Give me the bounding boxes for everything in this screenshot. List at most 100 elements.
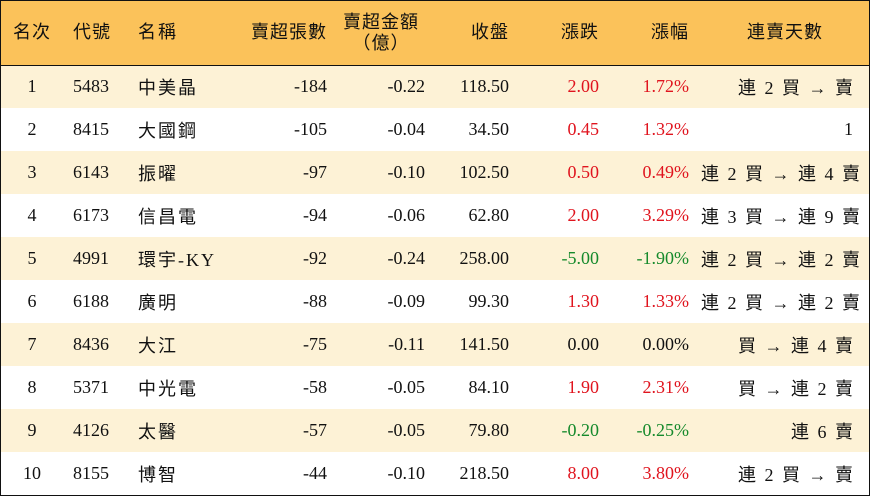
stock-code-cell: 8415	[73, 119, 109, 139]
header-name: 名稱	[138, 22, 178, 43]
net-sell-lots-cell: -105	[294, 119, 327, 139]
stock-name-cell: 太醫	[138, 421, 178, 442]
rank-cell: 9	[27, 420, 37, 440]
price-change-cell: 8.00	[567, 463, 600, 483]
rank-cell: 4	[27, 205, 37, 225]
net-sell-lots-cell: -58	[303, 377, 327, 397]
net-sell-lots-cell: -92	[303, 248, 327, 268]
sell-streak-cell: 連 2 買 → 連 2 賣	[701, 249, 862, 270]
price-change-cell: 1.90	[567, 377, 600, 397]
net-sell-lots-cell: -44	[303, 463, 327, 483]
net-sell-amount-cell: -0.11	[388, 334, 425, 354]
header-net-sell-amount-line1: 賣超金額	[343, 11, 419, 32]
header-net-sell-amount: 賣超金額 （億）	[331, 1, 431, 65]
net-sell-amount-cell: -0.24	[387, 248, 426, 268]
sell-streak-cell: 連 2 買 → 賣	[738, 77, 855, 98]
rank-cell: 7	[27, 334, 37, 354]
header-net-sell-amount-line2: （億）	[352, 32, 410, 53]
table-header-row: 名次 代號 名稱 賣超張數 賣超金額 （億） 收盤 漲跌 漲幅 連賣天數	[1, 1, 869, 65]
sell-streak-cell: 連 2 買 → 連 4 賣	[701, 163, 862, 184]
net-sell-lots-cell: -97	[303, 162, 327, 182]
sell-streak-cell: 連 2 買 → 連 2 賣	[701, 292, 862, 313]
stock-name-cell: 大國鋼	[138, 120, 198, 141]
close-price-cell: 79.80	[468, 420, 510, 440]
stock-name-cell: 大江	[138, 335, 178, 356]
table-row[interactable]: 5 4991 環宇-KY -92 -0.24 258.00 -5.00 -1.90% 連 2 買…	[1, 237, 869, 280]
header-change-pct: 漲幅	[651, 22, 689, 43]
rank-cell: 8	[27, 377, 37, 397]
header-change: 漲跌	[561, 22, 599, 43]
header-streak: 連賣天數	[747, 22, 823, 43]
stock-name-cell: 廣明	[138, 292, 178, 313]
price-change-pct-cell: 0.00%	[642, 334, 690, 354]
net-sell-amount-cell: -0.05	[387, 420, 426, 440]
stock-code-cell: 5371	[73, 377, 109, 397]
sell-streak-cell: 連 3 買 → 連 9 賣	[701, 206, 862, 227]
rank-cell: 5	[27, 248, 37, 268]
sell-streak-cell: 買 → 連 2 賣	[738, 378, 855, 399]
table-row[interactable]: 4 6173 信昌電 -94 -0.06 62.80 2.00 3.29% 連 3 買 → 連 …	[1, 194, 869, 237]
stock-code-cell: 4126	[73, 420, 109, 440]
stock-name-cell: 博智	[138, 464, 178, 485]
close-price-cell: 141.50	[459, 334, 510, 354]
price-change-cell: 0.00	[567, 334, 600, 354]
table-row[interactable]: 7 8436 大江 -75 -0.11 141.50 0.00 0.00% 買 → 連 4 賣	[1, 323, 869, 366]
sell-streak-cell: 連 6 賣	[791, 421, 855, 442]
net-sell-lots-cell: -94	[303, 205, 327, 225]
price-change-cell: -0.20	[561, 420, 600, 440]
table-row[interactable]: 9 4126 太醫 -57 -0.05 79.80 -0.20 -0.25% 連 6 賣	[1, 409, 869, 452]
net-sell-lots-cell: -57	[303, 420, 327, 440]
price-change-pct-cell: 1.72%	[642, 76, 690, 97]
net-sell-lots-cell: -184	[294, 76, 327, 97]
sell-streak-cell: 連 2 買 → 賣	[738, 464, 855, 485]
stock-name-cell: 環宇-KY	[138, 249, 216, 270]
stock-code-cell: 8155	[73, 463, 109, 483]
rank-cell: 2	[27, 119, 37, 139]
price-change-pct-cell: 1.33%	[642, 291, 690, 311]
stock-name-cell: 信昌電	[138, 206, 198, 227]
net-sell-amount-cell: -0.10	[387, 162, 426, 182]
net-sell-amount-cell: -0.09	[387, 291, 426, 311]
net-sell-amount-cell: -0.22	[387, 76, 426, 97]
sell-streak-cell: 1	[844, 119, 855, 139]
table-row[interactable]: 10 8155 博智 -44 -0.10 218.50 8.00 3.80% 連 2 買 → 賣	[1, 452, 869, 495]
table-row[interactable]: 8 5371 中光電 -58 -0.05 84.10 1.90 2.31% 買 → 連 2 賣	[1, 366, 869, 409]
table-row[interactable]: 2 8415 大國鋼 -105 -0.04 34.50 0.45 1.32% 1	[1, 108, 869, 151]
stock-code-cell: 6188	[73, 291, 109, 311]
close-price-cell: 218.50	[459, 463, 510, 483]
close-price-cell: 258.00	[459, 248, 510, 268]
header-rank: 名次	[13, 22, 51, 43]
table-row[interactable]: 3 6143 振曜 -97 -0.10 102.50 0.50 0.49% 連 2 買 → 連 …	[1, 151, 869, 194]
rank-cell: 6	[27, 291, 37, 311]
net-sell-lots-cell: -88	[303, 291, 327, 311]
price-change-pct-cell: -1.90%	[636, 248, 690, 268]
stock-name-cell: 振曜	[138, 163, 178, 184]
table-row[interactable]: 1 5483 中美晶 -184 -0.22 118.50 2.00 1.72% 連 2 買 → …	[1, 65, 869, 108]
net-sell-amount-cell: -0.05	[387, 377, 426, 397]
sell-streak-cell: 買 → 連 4 賣	[738, 335, 855, 356]
price-change-pct-cell: 2.31%	[642, 377, 690, 397]
price-change-pct-cell: 1.32%	[642, 119, 690, 139]
stock-code-cell: 6173	[73, 205, 109, 225]
stock-name-cell: 中美晶	[138, 77, 198, 98]
price-change-cell: 1.30	[567, 291, 600, 311]
stock-code-cell: 5483	[73, 76, 109, 97]
price-change-pct-cell: 3.80%	[642, 463, 690, 483]
rank-cell: 1	[27, 76, 37, 97]
stock-code-cell: 8436	[73, 334, 109, 354]
stock-name-cell: 中光電	[138, 378, 198, 399]
net-sell-amount-cell: -0.10	[387, 463, 426, 483]
price-change-cell: -5.00	[561, 248, 600, 268]
rank-cell: 3	[27, 162, 37, 182]
price-change-cell: 0.45	[567, 119, 600, 139]
close-price-cell: 84.10	[468, 377, 510, 397]
price-change-pct-cell: 0.49%	[642, 162, 690, 182]
price-change-pct-cell: 3.29%	[642, 205, 690, 225]
stock-code-cell: 4991	[73, 248, 109, 268]
close-price-cell: 118.50	[460, 76, 509, 97]
table-row[interactable]: 6 6188 廣明 -88 -0.09 99.30 1.30 1.33% 連 2 買 → 連 2…	[1, 280, 869, 323]
price-change-cell: 2.00	[567, 76, 600, 97]
header-net-sell-lots: 賣超張數	[251, 22, 327, 43]
